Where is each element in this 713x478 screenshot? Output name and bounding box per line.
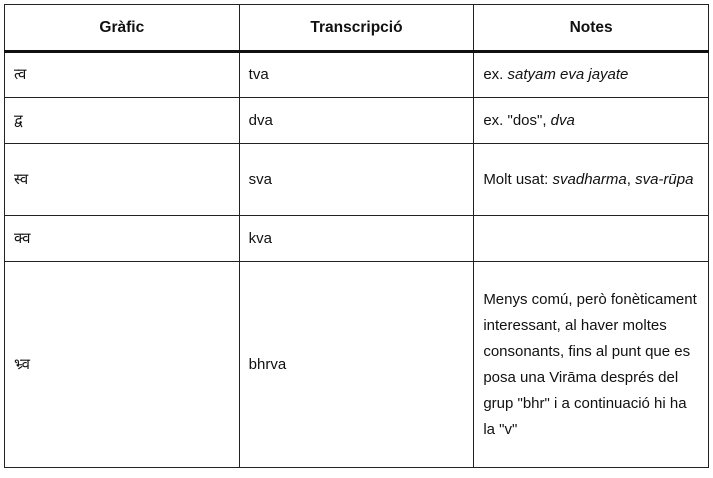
cell-transcripcio: bhrva	[238, 261, 475, 468]
cell-grafic: त्व	[4, 51, 240, 98]
table-row: त्व tva ex. satyam eva jayate	[4, 51, 709, 98]
cell-grafic: क्व	[4, 215, 240, 262]
header-grafic: Gràfic	[4, 4, 240, 53]
cell-notes: Menys comú, però fonèticament interessan…	[473, 261, 709, 468]
note-italic-text: dva	[550, 111, 575, 129]
cell-grafic: स्व	[4, 143, 240, 216]
note-text: Molt usat:	[483, 170, 553, 188]
note-italic-text: satyam eva jayate	[507, 66, 629, 83]
cell-transcripcio: tva	[238, 51, 475, 98]
note-text: ex.	[483, 66, 508, 83]
cell-transcripcio: kva	[238, 215, 475, 262]
note-italic-text: sva-rūpa	[635, 170, 694, 188]
table-row: भ्र्व bhrva Menys comú, però fonèticament …	[4, 261, 709, 468]
cell-notes: ex. satyam eva jayate	[473, 51, 709, 98]
table-row: क्व kva	[4, 215, 709, 262]
header-notes: Notes	[473, 4, 709, 53]
cell-transcripcio: dva	[238, 97, 475, 144]
header-transcripcio: Transcripció	[238, 4, 475, 53]
cell-transcripcio: sva	[238, 143, 475, 216]
transliteration-table: Gràfic Transcripció Notes त्व tva ex. saty…	[4, 4, 709, 468]
table-row: स्व sva Molt usat: svadharma, sva-rūpa	[4, 143, 709, 216]
cell-notes: ex. "dos", dva	[473, 97, 709, 144]
header-row: Gràfic Transcripció Notes	[4, 4, 709, 53]
cell-notes: Molt usat: svadharma, sva-rūpa	[473, 143, 709, 216]
note-italic-text: svadharma	[552, 170, 627, 188]
note-text: ,	[626, 170, 636, 188]
note-text: Menys comú, però fonèticament interessan…	[483, 290, 697, 438]
note-text: ex. "dos",	[483, 111, 551, 129]
cell-grafic: द्व	[4, 97, 240, 144]
cell-grafic: भ्र्व	[4, 261, 240, 468]
table-row: द्व dva ex. "dos", dva	[4, 97, 709, 144]
cell-notes	[473, 215, 709, 262]
